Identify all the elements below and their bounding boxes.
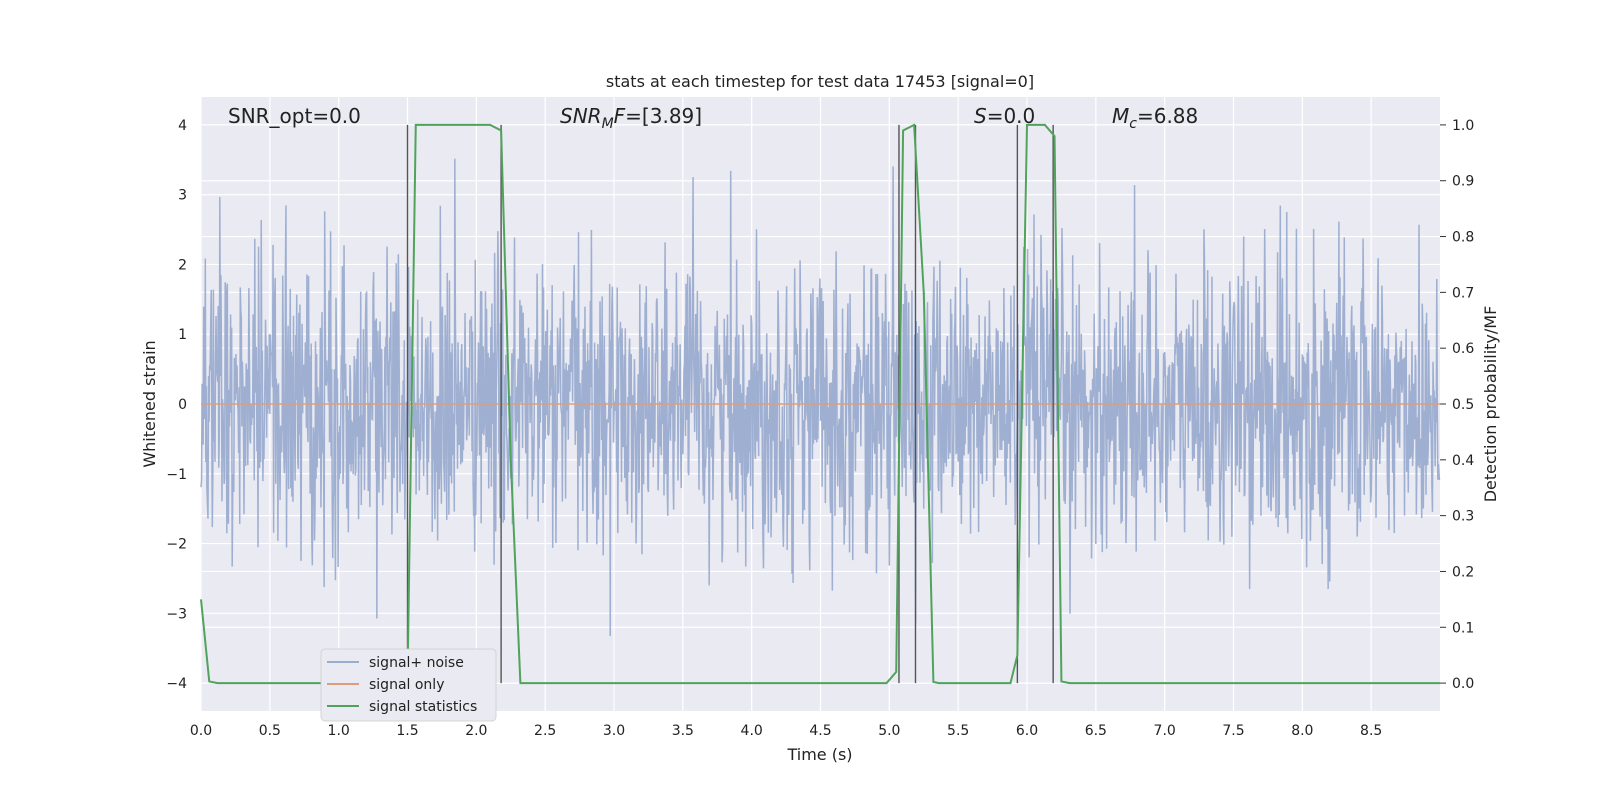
chart-title: stats at each timestep for test data 174… (606, 72, 1034, 91)
x-tick-label: 3.0 (603, 723, 625, 739)
x-tick-label: 0.5 (259, 723, 281, 739)
x-tick-label: 8.0 (1291, 723, 1313, 739)
legend: signal+ noise signal only signal statist… (320, 648, 497, 722)
legend-label-signal-only: signal only (369, 677, 444, 693)
y-tick-label: −1 (166, 467, 187, 483)
y2-tick-label: 0.3 (1452, 509, 1474, 525)
annotation-snr-mf: SNRMF=[3.89] (560, 104, 702, 132)
y-tick-label: −4 (166, 676, 187, 692)
y2-tick-label: 0.8 (1452, 230, 1474, 246)
y2-tick-label: 0.4 (1452, 453, 1474, 469)
x-tick-label: 8.5 (1360, 723, 1382, 739)
y-tick-label: −3 (166, 606, 187, 622)
y-tick-label: 3 (178, 188, 187, 204)
y-tick-label: 1 (178, 327, 187, 343)
y-tick-label: 2 (178, 257, 187, 273)
x-tick-label: 2.5 (534, 723, 556, 739)
annotation-mc: Mc=6.88 (1112, 104, 1198, 132)
annotation-snr-opt: SNR_opt=0.0 (228, 104, 361, 128)
x-tick-label: 6.0 (1016, 723, 1038, 739)
y-tick-label: 0 (178, 397, 187, 413)
y-tick-label: −2 (166, 537, 187, 553)
x-tick-label: 0.0 (190, 723, 212, 739)
x-tick-label: 4.5 (809, 723, 831, 739)
x-tick-label: 5.0 (878, 723, 900, 739)
y2-tick-label: 0.7 (1452, 285, 1474, 301)
x-tick-label: 5.5 (947, 723, 969, 739)
y2-tick-label: 0.5 (1452, 397, 1474, 413)
x-tick-label: 4.0 (741, 723, 763, 739)
y2-tick-label: 1.0 (1452, 118, 1474, 134)
tick-labels: 0.0 0.5 1.0 1.5 2.0 2.5 3.0 3.5 4.0 4.5 5.0 5.5 6.0 6… (166, 118, 1474, 739)
x-tick-label: 1.0 (328, 723, 350, 739)
x-tick-label: 6.5 (1085, 723, 1107, 739)
legend-label-signal-noise: signal+ noise (369, 655, 464, 671)
y2-tick-label: 0.2 (1452, 564, 1474, 580)
y2-tick-label: 0.0 (1452, 676, 1474, 692)
annotation-s: S=0.0 (974, 104, 1035, 128)
x-axis-label: Time (s) (786, 745, 852, 764)
y-tick-label: 4 (178, 118, 187, 134)
x-tick-label: 7.5 (1222, 723, 1244, 739)
x-tick-label: 1.5 (396, 723, 418, 739)
legend-box (320, 648, 497, 722)
x-tick-label: 7.0 (1154, 723, 1176, 739)
legend-label-signal-statistics: signal statistics (369, 699, 477, 715)
y2-tick-label: 0.1 (1452, 620, 1474, 636)
vertical-markers (406, 124, 1054, 684)
y2-axis-label: Detection probability/MF (1481, 306, 1500, 503)
y2-tick-label: 0.6 (1452, 341, 1474, 357)
y-axis-label: Whitened strain (140, 340, 159, 467)
y2-tick-label: 0.9 (1452, 174, 1474, 190)
x-tick-label: 2.0 (465, 723, 487, 739)
x-tick-label: 3.5 (672, 723, 694, 739)
annotations: SNR_opt=0.0 SNRMF=[3.89] S=0.0 Mc=6.88 (228, 104, 1198, 132)
